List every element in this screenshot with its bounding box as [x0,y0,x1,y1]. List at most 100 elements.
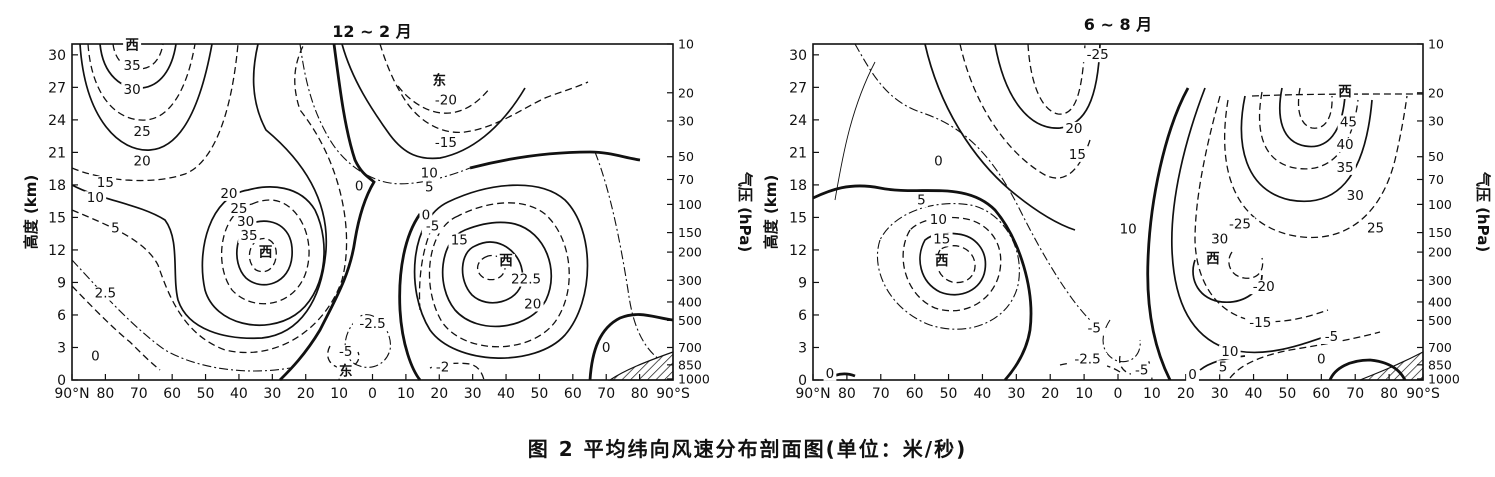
contour-label-bg [352,316,393,331]
contour-label-bg [1203,251,1222,266]
contour-label-bg [448,233,471,248]
contour-value-label: 20 [220,186,237,202]
contour-value-label: 2.5 [95,286,116,302]
contour-value-label: -2.5 [359,316,385,332]
p-tick-label: 200 [1428,245,1452,260]
contour-value-label: 45 [1340,114,1357,130]
contour-value-label: 25 [134,124,151,140]
x-tick-label: 60 [564,386,582,402]
y-tick-label: 27 [48,80,66,96]
y-tick-label: 21 [789,145,807,161]
y-tick-label: 21 [48,145,66,161]
contour-value-label: 22.5 [511,272,541,288]
p-tick-label: 70 [678,172,694,187]
contour-label-bg [131,125,153,140]
contour-label-bg [1224,217,1256,232]
wind-region-label: 西 [125,37,139,53]
contour-label-bg [1117,222,1139,237]
contour-label-bg [1216,360,1230,375]
p-tick-label: 300 [1428,273,1452,288]
x-tick-label: 10 [330,386,348,402]
panel-title: 6 ~ 8 月 [1084,15,1152,34]
contour-label-bg [94,176,117,191]
contour-label-bg [915,193,928,208]
chart-figure: 90°N 80 70 60 50 40 30 20 10 0 10 20 30 40 50 60 70 80 90°… [22,15,1492,402]
x-tick-label: 30 [263,386,281,402]
y-axis-ticks: 0 3 6 9 12 15 18 21 24 27 30 [48,48,78,389]
contour-label-bg [84,191,107,206]
x-tick-label: 70 [1346,386,1364,402]
y-tick-label: 24 [789,113,807,129]
x-axis-ticks: 90°N 80 70 60 50 40 30 20 10 0 10 20 30 40 50 60 70 80 90°… [54,374,690,402]
contour-value-label: -15 [435,135,457,151]
y-tick-label: 12 [48,243,66,259]
contour-value-label: 0 [422,208,431,224]
contour-label-bg [930,232,953,247]
contour-label-bg [419,208,433,223]
contour-value-label: -5 [426,218,439,234]
x-tick-label: 70 [872,386,890,402]
y-tick-label: 0 [57,373,66,389]
contour-value-label: 0 [1188,367,1197,383]
x-tick-label: 0 [1114,386,1123,402]
x-tick-label: 20 [1177,386,1195,402]
y-tick-label: 15 [789,210,807,226]
x-tick-label: 20 [430,386,448,402]
x-tick-label: 10 [1143,386,1161,402]
x-tick-label: 90°S [1406,386,1440,402]
contour-value-label: 15 [1069,147,1086,163]
contour-value-label: 35 [1336,160,1353,176]
x-tick-label: 20 [1041,386,1059,402]
contour-value-label: -2.5 [1074,352,1100,368]
contour-label-bg [334,345,357,360]
wind-region-label: 西 [935,253,949,269]
y-axis-label-pressure: 气压 (hPa) [1474,171,1492,252]
contour-label-bg [1186,367,1199,382]
contour-label-bg [121,82,143,97]
contour-label-bg [931,154,945,169]
contour-label-bg [90,286,121,301]
x-tick-label: 60 [906,386,924,402]
y-tick-label: 24 [48,113,66,129]
y-axis-label-height: 高度 (km) [762,175,780,250]
x-tick-label: 80 [1380,386,1398,402]
p-tick-label: 30 [678,113,694,128]
contour-label-bg [1336,85,1355,100]
y-tick-label: 9 [798,275,807,291]
wind-region-label: 东 [433,72,447,89]
contour-value-label: 20 [134,153,151,169]
contour-value-label: -25 [1087,47,1109,63]
x-tick-label: 90°S [656,386,690,402]
wind-region-label: 东 [339,363,353,380]
contour-label-bg [88,349,102,364]
x-tick-label: 60 [1312,386,1330,402]
contour-label-bg [431,360,454,375]
p-tick-label: 1000 [678,371,710,386]
contour-value-label: 40 [1336,137,1353,153]
contour-label-bg [121,59,143,74]
p-tick-label: 70 [1428,172,1444,187]
p-tick-label: 500 [1428,313,1452,328]
wind-region-label: 西 [259,244,273,260]
contour-label-bg [1337,115,1360,130]
p-tick-label: 100 [1428,197,1452,212]
x-tick-label: 90°N [795,386,830,402]
x-tick-label: 40 [1245,386,1263,402]
contour-label-bg [218,186,240,201]
x-tick-label: 80 [838,386,856,402]
contour-label-bg [1066,147,1089,162]
contour-value-label: -5 [1135,363,1148,379]
contour-label-bg [1344,189,1367,204]
y-axis-ticks: 0 3 6 9 12 15 18 21 24 27 30 [789,48,819,389]
p-tick-label: 300 [678,273,702,288]
contour-value-label: 5 [1219,359,1228,375]
contour-value-label: 30 [124,82,141,98]
x-tick-label: 90°N [54,386,89,402]
p-tick-label: 20 [1428,85,1444,100]
p-tick-label: 700 [1428,340,1452,355]
contour-value-label: 30 [1211,231,1228,247]
wind-region-label: 西 [499,253,513,269]
contour-label-bg [1219,345,1241,360]
x-tick-label: 30 [1007,386,1025,402]
